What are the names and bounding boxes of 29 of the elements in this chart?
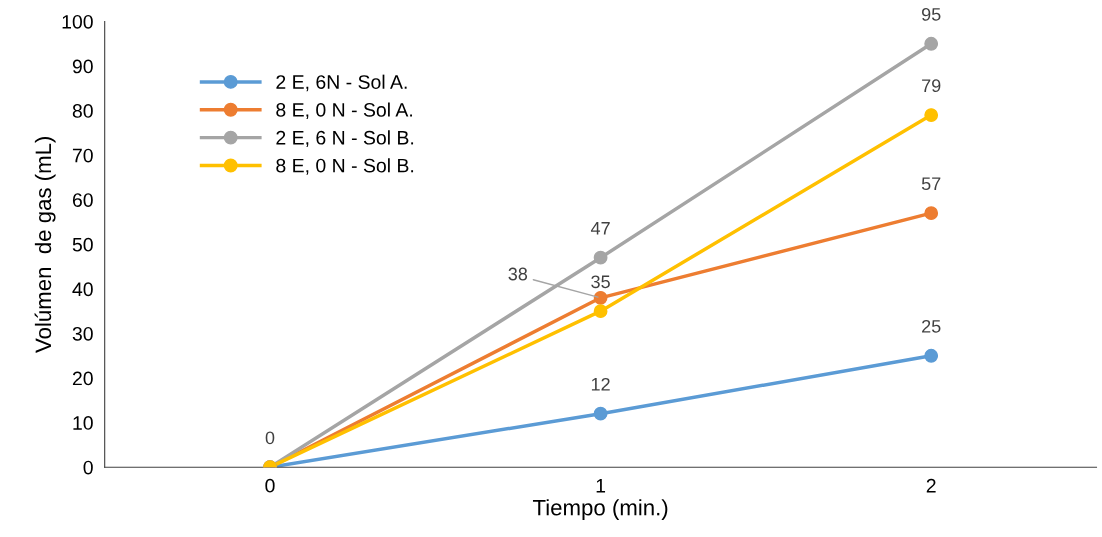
y-tick-label: 100 (62, 14, 93, 29)
data-label: 79 (922, 79, 941, 93)
y-tick-label: 0 (83, 460, 93, 475)
x-tick-label: 2 (926, 478, 936, 493)
data-label: 95 (922, 7, 941, 21)
legend-label: 8 E, 0 N - Sol B. (276, 158, 414, 175)
y-tick-label: 80 (72, 104, 93, 118)
y-axis-title: Volúmen de gas (mL) (34, 137, 56, 353)
data-label: 35 (591, 275, 610, 289)
legend-label: 8 E, 0 N - Sol A. (276, 102, 412, 120)
y-tick-label: 50 (72, 237, 93, 252)
y-tick-label: 20 (72, 371, 93, 386)
legend-label: 2 E, 6N - Sol A. (276, 74, 407, 92)
y-tick-label: 70 (72, 148, 93, 163)
x-axis-title: Tiempo (min.) (532, 499, 668, 520)
y-tick-label: 30 (72, 326, 93, 341)
data-label: 25 (922, 319, 941, 333)
data-label: 12 (591, 377, 610, 391)
data-label: 47 (590, 222, 610, 235)
data-label: 57 (921, 177, 941, 191)
y-tick-label: 40 (72, 282, 93, 297)
y-tick-label: 90 (72, 59, 93, 74)
data-label: 0 (265, 431, 275, 445)
legend-label: 2 E, 6 N - Sol B. (276, 130, 414, 147)
y-tick-label: 60 (72, 193, 93, 207)
y-tick-label: 10 (73, 416, 93, 430)
data-label: 38 (508, 267, 528, 281)
x-tick-label: 0 (265, 478, 275, 493)
x-tick-label: 1 (596, 479, 606, 493)
